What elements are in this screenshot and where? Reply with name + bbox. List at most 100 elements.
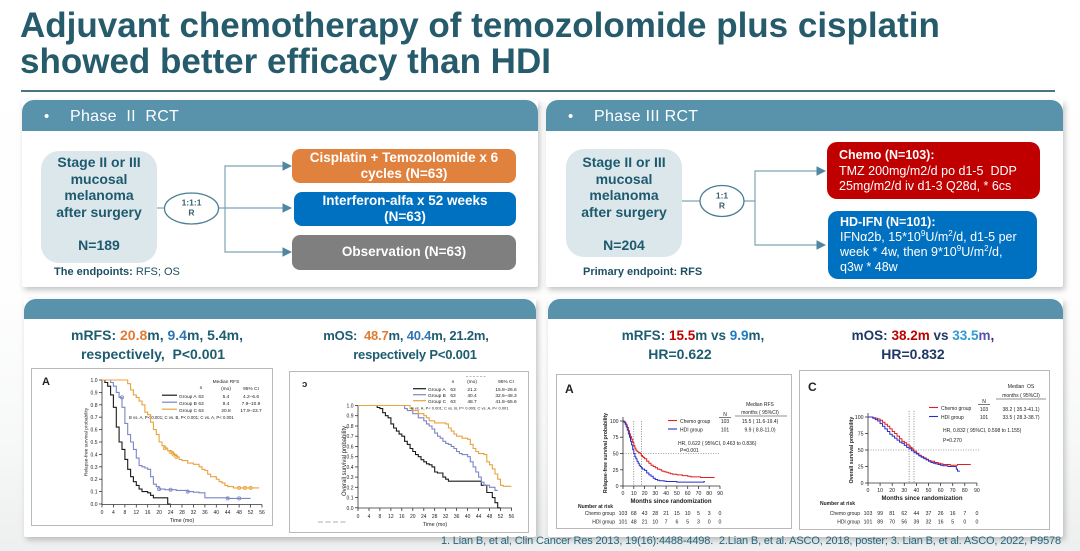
svg-text:101: 101 [721,428,730,434]
svg-text:Chemo group: Chemo group [585,511,616,517]
svg-text:20: 20 [642,491,648,497]
svg-text:25: 25 [858,465,864,471]
svg-text:4.2–6.6: 4.2–6.6 [243,394,259,400]
svg-text:16: 16 [938,520,944,526]
svg-text:63: 63 [198,401,204,407]
svg-text:7: 7 [665,520,668,526]
svg-text:40.4: 40.4 [467,393,477,399]
svg-text:0.4: 0.4 [91,452,98,458]
svg-text:HDI group: HDI group [592,520,615,526]
svg-text:0.8: 0.8 [91,403,98,409]
svg-text:56: 56 [901,520,907,526]
svg-text:43: 43 [642,511,648,517]
svg-text:63: 63 [198,408,204,414]
svg-text:0.9: 0.9 [347,414,354,420]
svg-text:N: N [982,399,986,405]
svg-text:1.0: 1.0 [347,404,354,410]
svg-text:8: 8 [379,514,382,520]
svg-text:Group C: Group C [428,399,447,405]
svg-text:5: 5 [686,520,689,526]
svg-text:100: 100 [855,415,864,421]
svg-text:5: 5 [951,520,954,526]
svg-text:10: 10 [631,491,637,497]
svg-text:41.8–55.6: 41.8–55.6 [495,399,517,405]
svg-text:0.2: 0.2 [91,477,98,483]
svg-text:Relapse-free survival probabil: Relapse-free survival probability [84,407,90,476]
svg-text:3: 3 [697,520,700,526]
svg-text:52: 52 [498,514,504,520]
svg-text:50: 50 [613,452,619,458]
svg-text:20: 20 [156,510,162,516]
svg-text:50: 50 [926,488,932,494]
svg-text:Time (mo): Time (mo) [170,518,195,524]
svg-text:0.4: 0.4 [347,465,354,471]
svg-text:0.5: 0.5 [91,440,98,446]
svg-text:HDI group: HDI group [680,428,703,434]
svg-text:0.0: 0.0 [91,502,98,508]
svg-text:75: 75 [613,435,619,441]
svg-text:months ( 95%CI): months ( 95%CI) [1002,393,1040,399]
svg-text:0: 0 [861,481,864,487]
svg-text:21: 21 [642,520,648,526]
svg-text:103: 103 [980,407,989,413]
svg-text:44: 44 [225,510,231,516]
svg-text:36: 36 [202,510,208,516]
svg-text:P=0.270: P=0.270 [943,438,962,444]
svg-text:90: 90 [974,488,980,494]
svg-text:1:1: 1:1 [716,191,729,201]
svg-text:Months since randomization: Months since randomization [630,499,711,505]
svg-text:81: 81 [889,511,895,517]
svg-text:12: 12 [388,514,394,520]
svg-text:0.0: 0.0 [347,506,354,512]
svg-text:26: 26 [938,511,944,517]
svg-text:6: 6 [675,520,678,526]
svg-text:3: 3 [708,511,711,517]
svg-text:0.8: 0.8 [347,424,354,430]
svg-text:25: 25 [613,468,619,474]
svg-text:Relapse-free survival probabil: Relapse-free survival probability [603,413,609,493]
svg-text:9.4: 9.4 [223,401,230,407]
svg-text:Chemo group: Chemo group [941,406,972,412]
svg-text:95% CI: 95% CI [498,379,514,385]
svg-text:C: C [808,380,817,394]
svg-text:0: 0 [357,514,360,520]
svg-text:Number at risk: Number at risk [820,501,855,507]
svg-text:16: 16 [950,511,956,517]
svg-text:n: n [200,386,203,391]
svg-text:1.0: 1.0 [91,378,98,384]
svg-text:HR, 0.622 ( 95%CI, 0.463 to 0.: HR, 0.622 ( 95%CI, 0.463 to 0.836) [678,441,757,447]
svg-text:Overall survival probability: Overall survival probability [342,426,348,496]
svg-text:12: 12 [134,510,140,516]
svg-text:70: 70 [950,488,956,494]
svg-text:Time (mo): Time (mo) [423,522,448,528]
svg-text:0.3: 0.3 [347,475,354,481]
svg-text:28: 28 [652,511,658,517]
svg-text:8: 8 [124,510,127,516]
svg-text:28: 28 [179,510,185,516]
svg-text:1:1:1: 1:1:1 [182,198,202,208]
svg-text:20.8: 20.8 [221,408,231,414]
svg-text:70: 70 [696,491,702,497]
svg-text:15: 15 [674,511,680,517]
svg-text:Median RFS: Median RFS [746,402,774,408]
svg-text:63: 63 [450,399,456,405]
svg-text:0.9: 0.9 [91,390,98,396]
svg-text:15.5 ( 11.6-19.4): 15.5 ( 11.6-19.4) [742,419,779,425]
svg-text:40: 40 [914,488,920,494]
svg-text:15.8–26.6: 15.8–26.6 [495,387,517,393]
svg-text:100: 100 [610,419,619,425]
svg-text:Number at risk: Number at risk [578,504,613,510]
svg-text:10: 10 [685,511,691,517]
svg-text:38.2 ( 35.3-41.1): 38.2 ( 35.3-41.1) [1003,407,1040,413]
svg-text:Chemo group: Chemo group [680,419,711,425]
svg-text:48.7: 48.7 [467,399,477,405]
svg-text:0: 0 [101,510,104,516]
svg-text:44: 44 [914,511,920,517]
svg-text:0.7: 0.7 [91,415,98,421]
svg-text:(mo): (mo) [467,379,477,385]
svg-text:63: 63 [450,393,456,399]
svg-text:Median OS: Median OS [1008,384,1035,390]
svg-text:0.3: 0.3 [91,465,98,471]
svg-text:16: 16 [399,514,405,520]
svg-text:56: 56 [509,514,515,520]
